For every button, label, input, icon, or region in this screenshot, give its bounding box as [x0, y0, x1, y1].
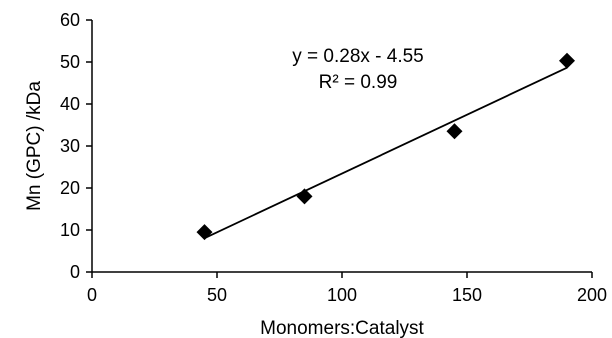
r-squared-label: R² = 0.99 [319, 72, 398, 93]
x-ticks: 0 50 100 150 200 [87, 272, 607, 305]
x-tick-label: 150 [452, 285, 482, 305]
y-tick-label: 20 [60, 178, 80, 198]
y-tick-label: 60 [60, 10, 80, 30]
data-point-diamond [296, 188, 313, 205]
plot-area: 0 50 100 150 200 0 10 20 30 40 50 60 [60, 10, 607, 305]
y-tick-label: 40 [60, 94, 80, 114]
y-axis-label: Mn (GPC) /kDa [24, 81, 45, 211]
trendline-equation: y = 0.28x - 4.55 [292, 46, 424, 67]
y-tick-label: 30 [60, 136, 80, 156]
x-tick-label: 100 [327, 285, 357, 305]
y-tick-label: 50 [60, 52, 80, 72]
data-point-diamond [196, 224, 213, 241]
y-tick-label: 0 [70, 262, 80, 282]
x-tick-label: 50 [207, 285, 227, 305]
data-points [196, 52, 575, 241]
data-point-diamond [559, 52, 575, 69]
trendline [204, 66, 568, 240]
x-tick-label: 200 [577, 285, 607, 305]
x-axis-label: Monomers:Catalyst [260, 318, 424, 338]
y-tick-label: 10 [60, 220, 80, 240]
data-point-diamond [446, 123, 463, 140]
x-tick-label: 0 [87, 285, 97, 305]
y-ticks: 0 10 20 30 40 50 60 [60, 10, 92, 282]
